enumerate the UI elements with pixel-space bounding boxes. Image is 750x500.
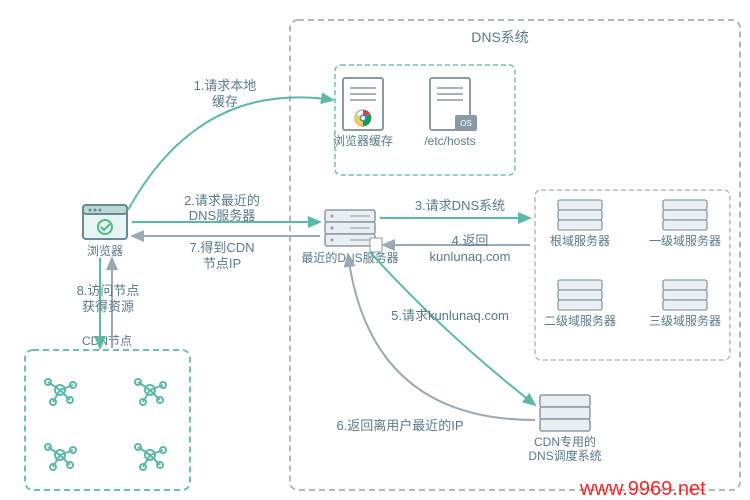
l3-server-icon bbox=[663, 280, 707, 310]
etc-hosts-label: /etc/hosts bbox=[424, 134, 475, 148]
browser-label: 浏览器 bbox=[87, 243, 123, 258]
step1-l1: 1.请求本地 bbox=[194, 78, 257, 93]
step8-l1: 8.访问节点 bbox=[77, 283, 140, 298]
cdn-dns-diagram: DNS系统 CDN节点 浏览器 浏览器缓存 OS /etc/hosts 最近的D… bbox=[0, 0, 750, 500]
step7-l1: 7.得到CDN bbox=[189, 240, 254, 255]
cdn-nodes-title: CDN节点 bbox=[82, 334, 132, 348]
step2-l1: 2.请求最近的 bbox=[184, 193, 260, 208]
step6-label: 6.返回离用户最近的IP bbox=[336, 418, 463, 433]
watermark: www.9969.net bbox=[579, 478, 706, 500]
step4-l1: 4.返回 bbox=[452, 233, 489, 248]
etc-hosts-icon: OS bbox=[430, 78, 477, 131]
arrow-step6 bbox=[348, 255, 535, 420]
browser-cache-icon bbox=[343, 78, 383, 130]
svg-text:OS: OS bbox=[460, 119, 472, 128]
step3-label: 3.请求DNS系统 bbox=[415, 198, 505, 213]
cdn-dns-label2: DNS调度系统 bbox=[528, 448, 601, 463]
l2-server-icon bbox=[558, 280, 602, 310]
step4-l2: kunlunaq.com bbox=[430, 249, 511, 264]
step2-l2: DNS服务器 bbox=[189, 208, 255, 223]
arrow-step5 bbox=[370, 252, 535, 405]
cdn-cluster-icons bbox=[45, 379, 166, 470]
l1-server-label: 一级域服务器 bbox=[649, 233, 721, 248]
cdn-dns-label1: CDN专用的 bbox=[534, 434, 596, 449]
l2-server-label: 二级域服务器 bbox=[544, 313, 616, 328]
l1-server-icon bbox=[663, 200, 707, 230]
step1-l2: 缓存 bbox=[212, 94, 238, 109]
step8-l2: 获得资源 bbox=[82, 299, 134, 314]
cdn-dns-icon bbox=[540, 395, 590, 431]
step7-l2: 节点IP bbox=[203, 256, 241, 271]
root-server-icon bbox=[558, 200, 602, 230]
browser-icon bbox=[83, 205, 127, 239]
dns-system-title: DNS系统 bbox=[471, 29, 529, 45]
local-dns-icon bbox=[325, 210, 382, 252]
step5-label: 5.请求kunlunaq.com bbox=[391, 308, 509, 323]
root-server-label: 根域服务器 bbox=[550, 233, 610, 248]
l3-server-label: 三级域服务器 bbox=[649, 313, 721, 328]
browser-cache-label: 浏览器缓存 bbox=[333, 133, 393, 148]
